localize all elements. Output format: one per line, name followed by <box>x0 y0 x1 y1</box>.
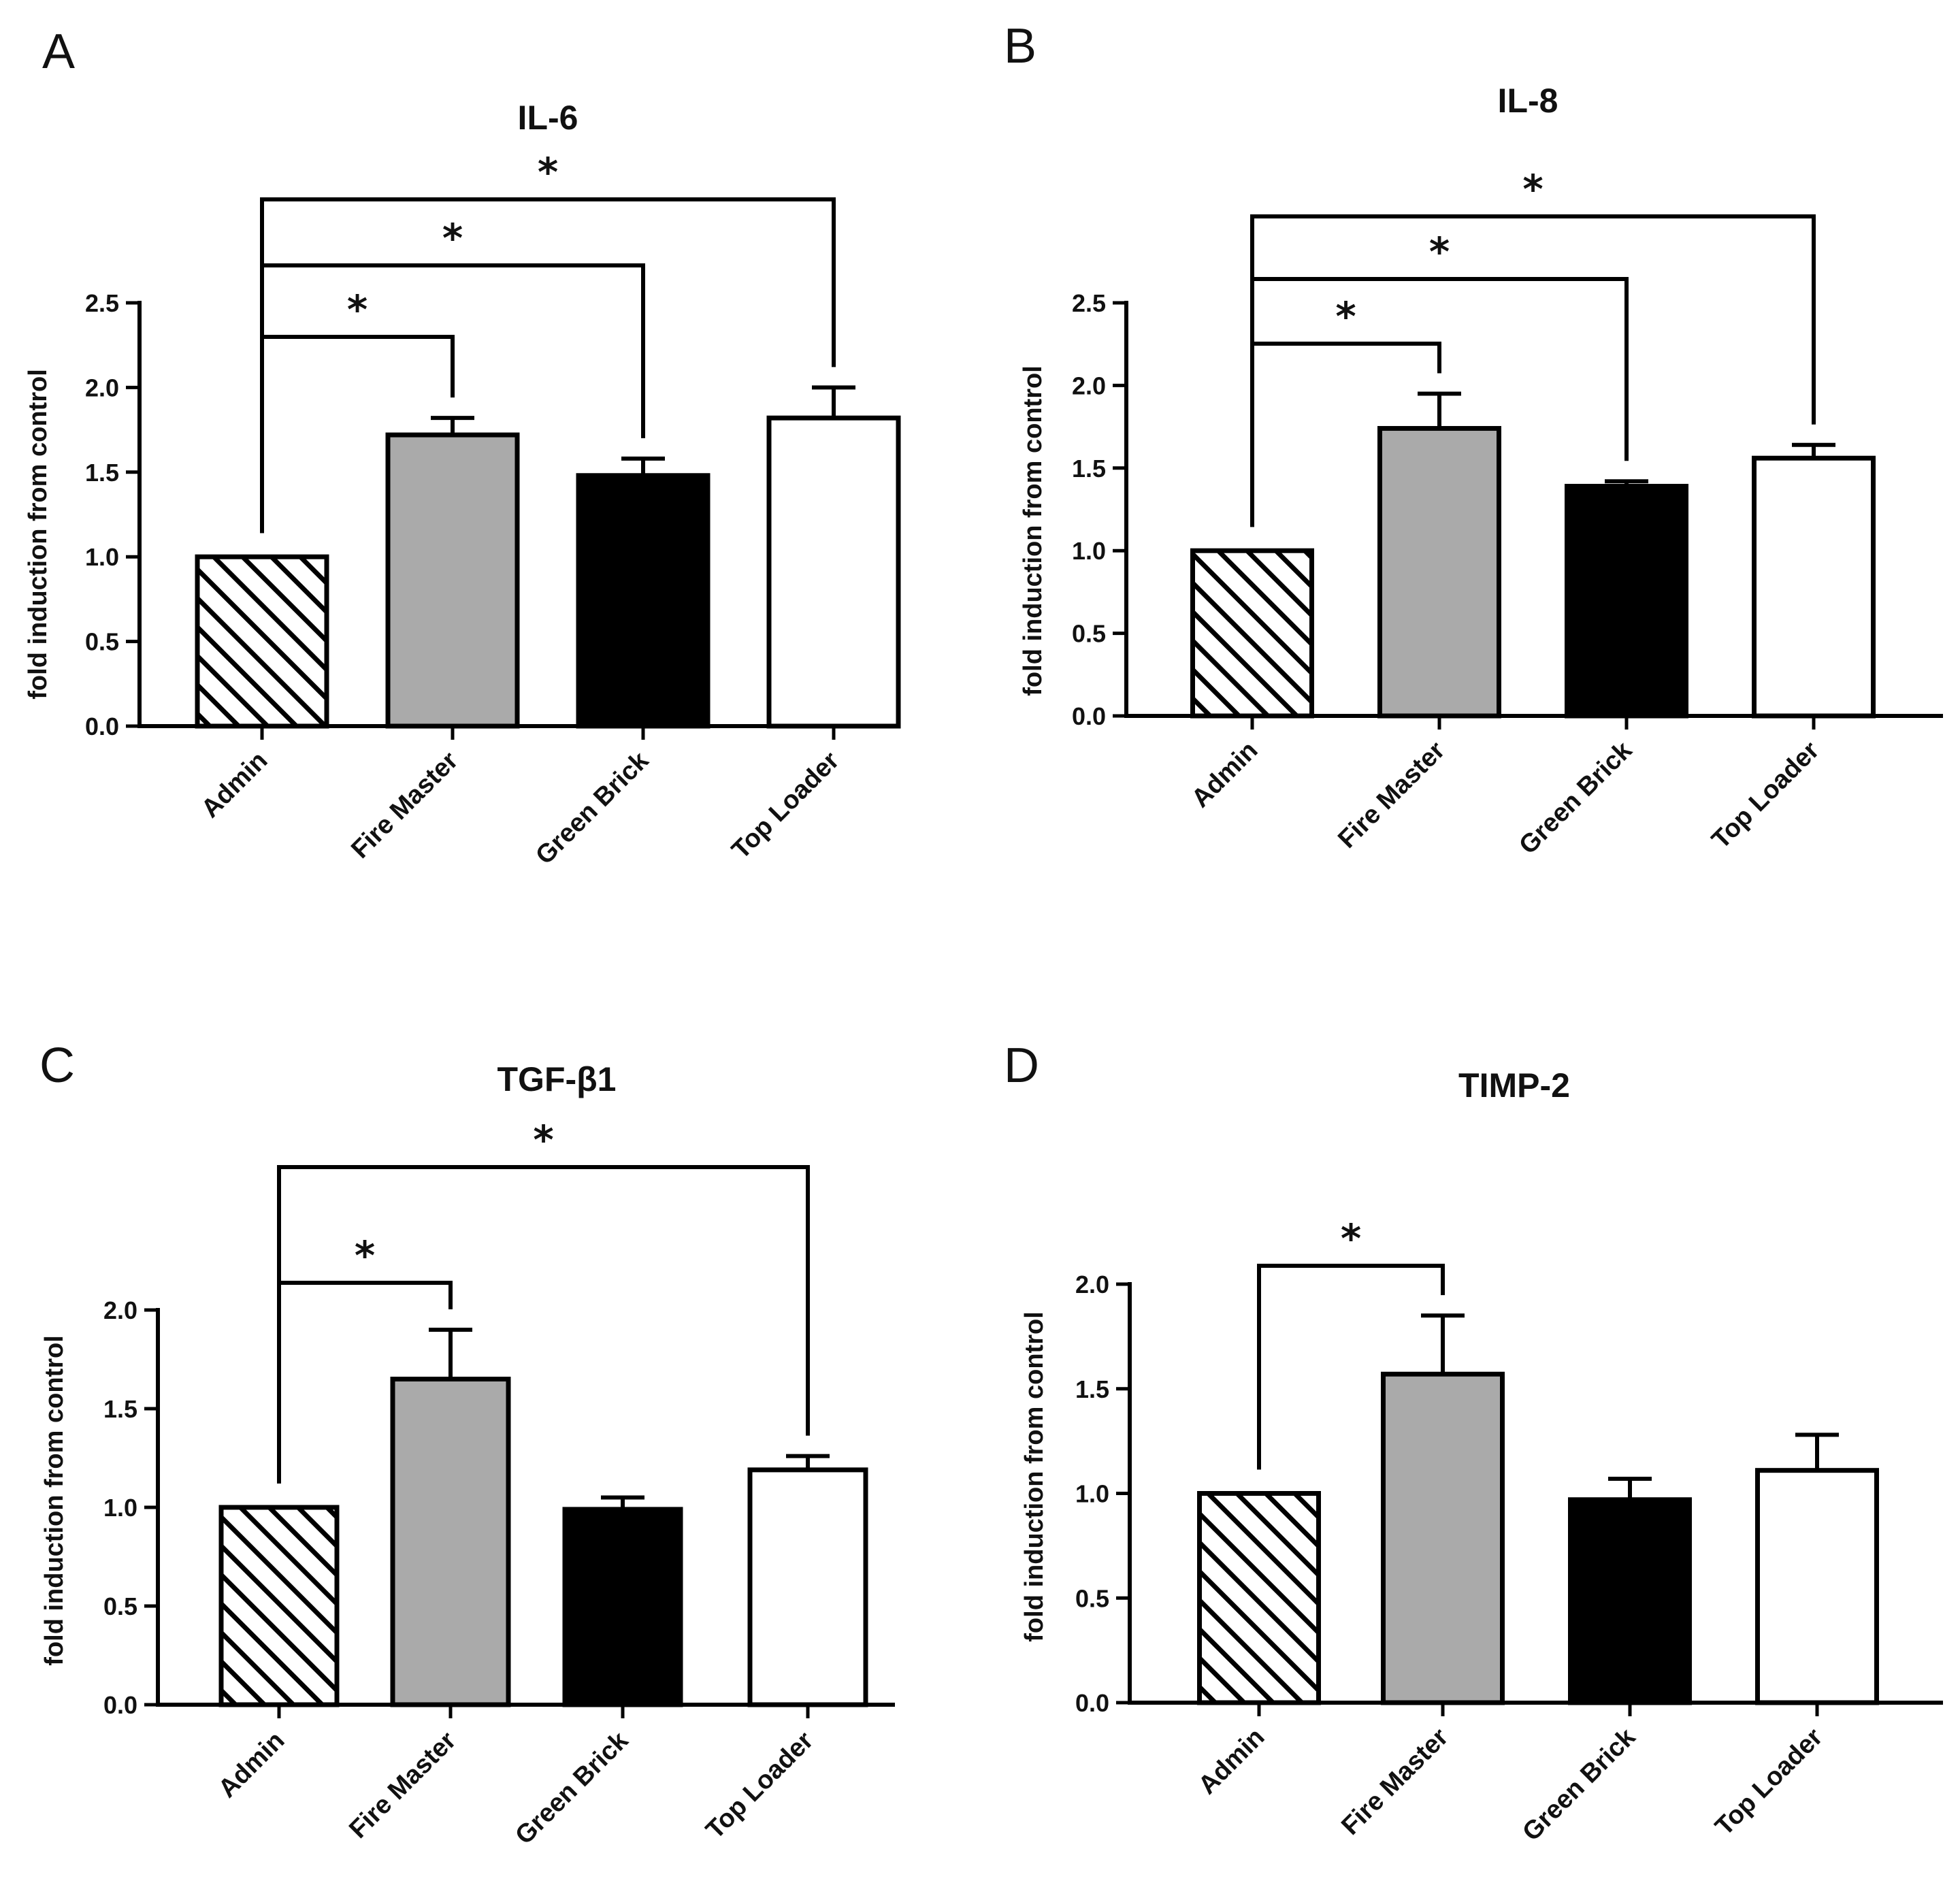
category-label: Top Loader <box>700 1726 819 1845</box>
chart-title-b: IL-8 <box>1498 82 1558 120</box>
significance-star: * <box>355 1232 375 1279</box>
y-tick-label: 0.0 <box>1075 1689 1109 1717</box>
category-label: Fire Master <box>344 1726 461 1844</box>
category-label: Admin <box>213 1726 290 1803</box>
y-tick-label: 0.5 <box>85 628 119 656</box>
plot-area-c: 0.0 0.5 1.0 1.5 2.0 Admin Fire Master Green Bri… <box>103 1117 895 1850</box>
significance-bracket <box>1257 1264 1445 1470</box>
significance-star: * <box>1335 293 1356 340</box>
y-tick-label: 2.0 <box>1075 1271 1109 1298</box>
y-tick-label: 1.0 <box>85 543 119 571</box>
y-tick-label: 2.0 <box>85 374 119 402</box>
bar-4 <box>1752 455 1876 719</box>
y-tick-label: 0.5 <box>103 1592 137 1620</box>
y-tick-label: 2.0 <box>103 1296 137 1324</box>
y-axis-label-c: fold induction from control <box>40 1335 69 1665</box>
y-tick-label: 0.5 <box>1072 620 1106 648</box>
significance-star: * <box>1429 229 1450 275</box>
panel-letter-a: A <box>42 24 75 79</box>
y-tick-label: 0.0 <box>103 1691 137 1719</box>
category-label: Admin <box>1186 736 1263 813</box>
bar-1 <box>218 1505 340 1707</box>
category-label: Green Brick <box>1517 1722 1642 1847</box>
chart-title-a: IL-6 <box>518 99 578 137</box>
y-tick-label: 1.5 <box>1072 455 1106 482</box>
bar-1 <box>1190 548 1314 719</box>
significance-star: * <box>442 215 463 261</box>
plot-area-b: 0.0 0.5 1.0 1.5 2.0 2.5 Admin Fire Master Green … <box>1072 166 1943 860</box>
y-tick-label: 0.5 <box>1075 1584 1109 1612</box>
bar-3 <box>1568 1497 1692 1705</box>
category-label: Admin <box>196 747 273 823</box>
significance-star: * <box>1522 166 1543 212</box>
bar-4 <box>747 1467 868 1707</box>
y-tick-label: 1.5 <box>103 1395 137 1423</box>
y-axis-label-b: fold induction from control <box>1019 365 1047 695</box>
chart-title-c: TGF-β1 <box>497 1060 617 1098</box>
significance-star: * <box>533 1117 553 1163</box>
y-tick-label: 0.0 <box>1072 702 1106 730</box>
category-label: Top Loader <box>1710 1723 1828 1841</box>
panel-b: B IL-8 fold induction from control 0.00.… <box>1004 19 1943 860</box>
panel-letter-b: B <box>1004 19 1036 73</box>
bar-3 <box>576 473 710 729</box>
panel-c: C TGF-β1 fold induction from control 0.0… <box>39 1038 895 1850</box>
y-tick-label: 1.0 <box>1072 537 1106 565</box>
category-label: Fire Master <box>1336 1723 1454 1841</box>
bar-2 <box>1381 1371 1505 1705</box>
significance-bracket <box>260 197 836 534</box>
y-tick-label: 2.5 <box>1072 289 1106 317</box>
bar-4 <box>1755 1468 1879 1705</box>
plot-area-a: 0.0 0.5 1.0 1.5 2.0 2.5 Admin Fire Master Green … <box>85 149 901 870</box>
panel-a: A IL-6 fold induction from control 0.00.… <box>24 24 901 870</box>
bar-1 <box>1197 1491 1321 1705</box>
y-tick-label: 2.0 <box>1072 372 1106 399</box>
category-label: Green Brick <box>530 746 655 870</box>
bar-2 <box>385 432 520 729</box>
chart-title-d: TIMP-2 <box>1458 1066 1570 1104</box>
category-label: Top Loader <box>726 747 845 865</box>
category-label: Green Brick <box>1514 736 1638 860</box>
significance-bracket <box>1250 214 1816 527</box>
category-label: Fire Master <box>1333 736 1450 854</box>
plot-area-d: 0.0 0.5 1.0 1.5 2.0 Admin Fire Master Green Bri… <box>1075 1215 1943 1847</box>
y-axis-label-a: fold induction from control <box>24 369 52 699</box>
category-label: Green Brick <box>510 1726 634 1850</box>
panel-letter-d: D <box>1004 1038 1039 1093</box>
significance-star: * <box>347 286 368 333</box>
category-label: Top Loader <box>1706 736 1825 855</box>
y-tick-label: 1.5 <box>85 459 119 487</box>
y-tick-label: 0.0 <box>85 713 119 740</box>
bar-1 <box>195 554 329 729</box>
category-label: Admin <box>1193 1723 1270 1800</box>
bar-2 <box>390 1377 511 1707</box>
significance-star: * <box>538 149 558 195</box>
y-tick-label: 1.0 <box>103 1494 137 1522</box>
category-label: Fire Master <box>346 747 463 864</box>
y-tick-label: 1.0 <box>1075 1480 1109 1508</box>
significance-bracket <box>277 1165 810 1484</box>
y-axis-label-d: fold induction from control <box>1020 1311 1049 1641</box>
bar-3 <box>562 1507 683 1707</box>
y-tick-label: 2.5 <box>85 289 119 317</box>
bar-3 <box>1565 484 1688 719</box>
panel-letter-c: C <box>39 1038 75 1093</box>
significance-star: * <box>1341 1215 1361 1262</box>
y-tick-label: 1.5 <box>1075 1375 1109 1403</box>
bar-4 <box>766 415 901 729</box>
bar-2 <box>1377 426 1501 719</box>
panel-d: D TIMP-2 fold induction from control 0.0… <box>1004 1038 1943 1847</box>
